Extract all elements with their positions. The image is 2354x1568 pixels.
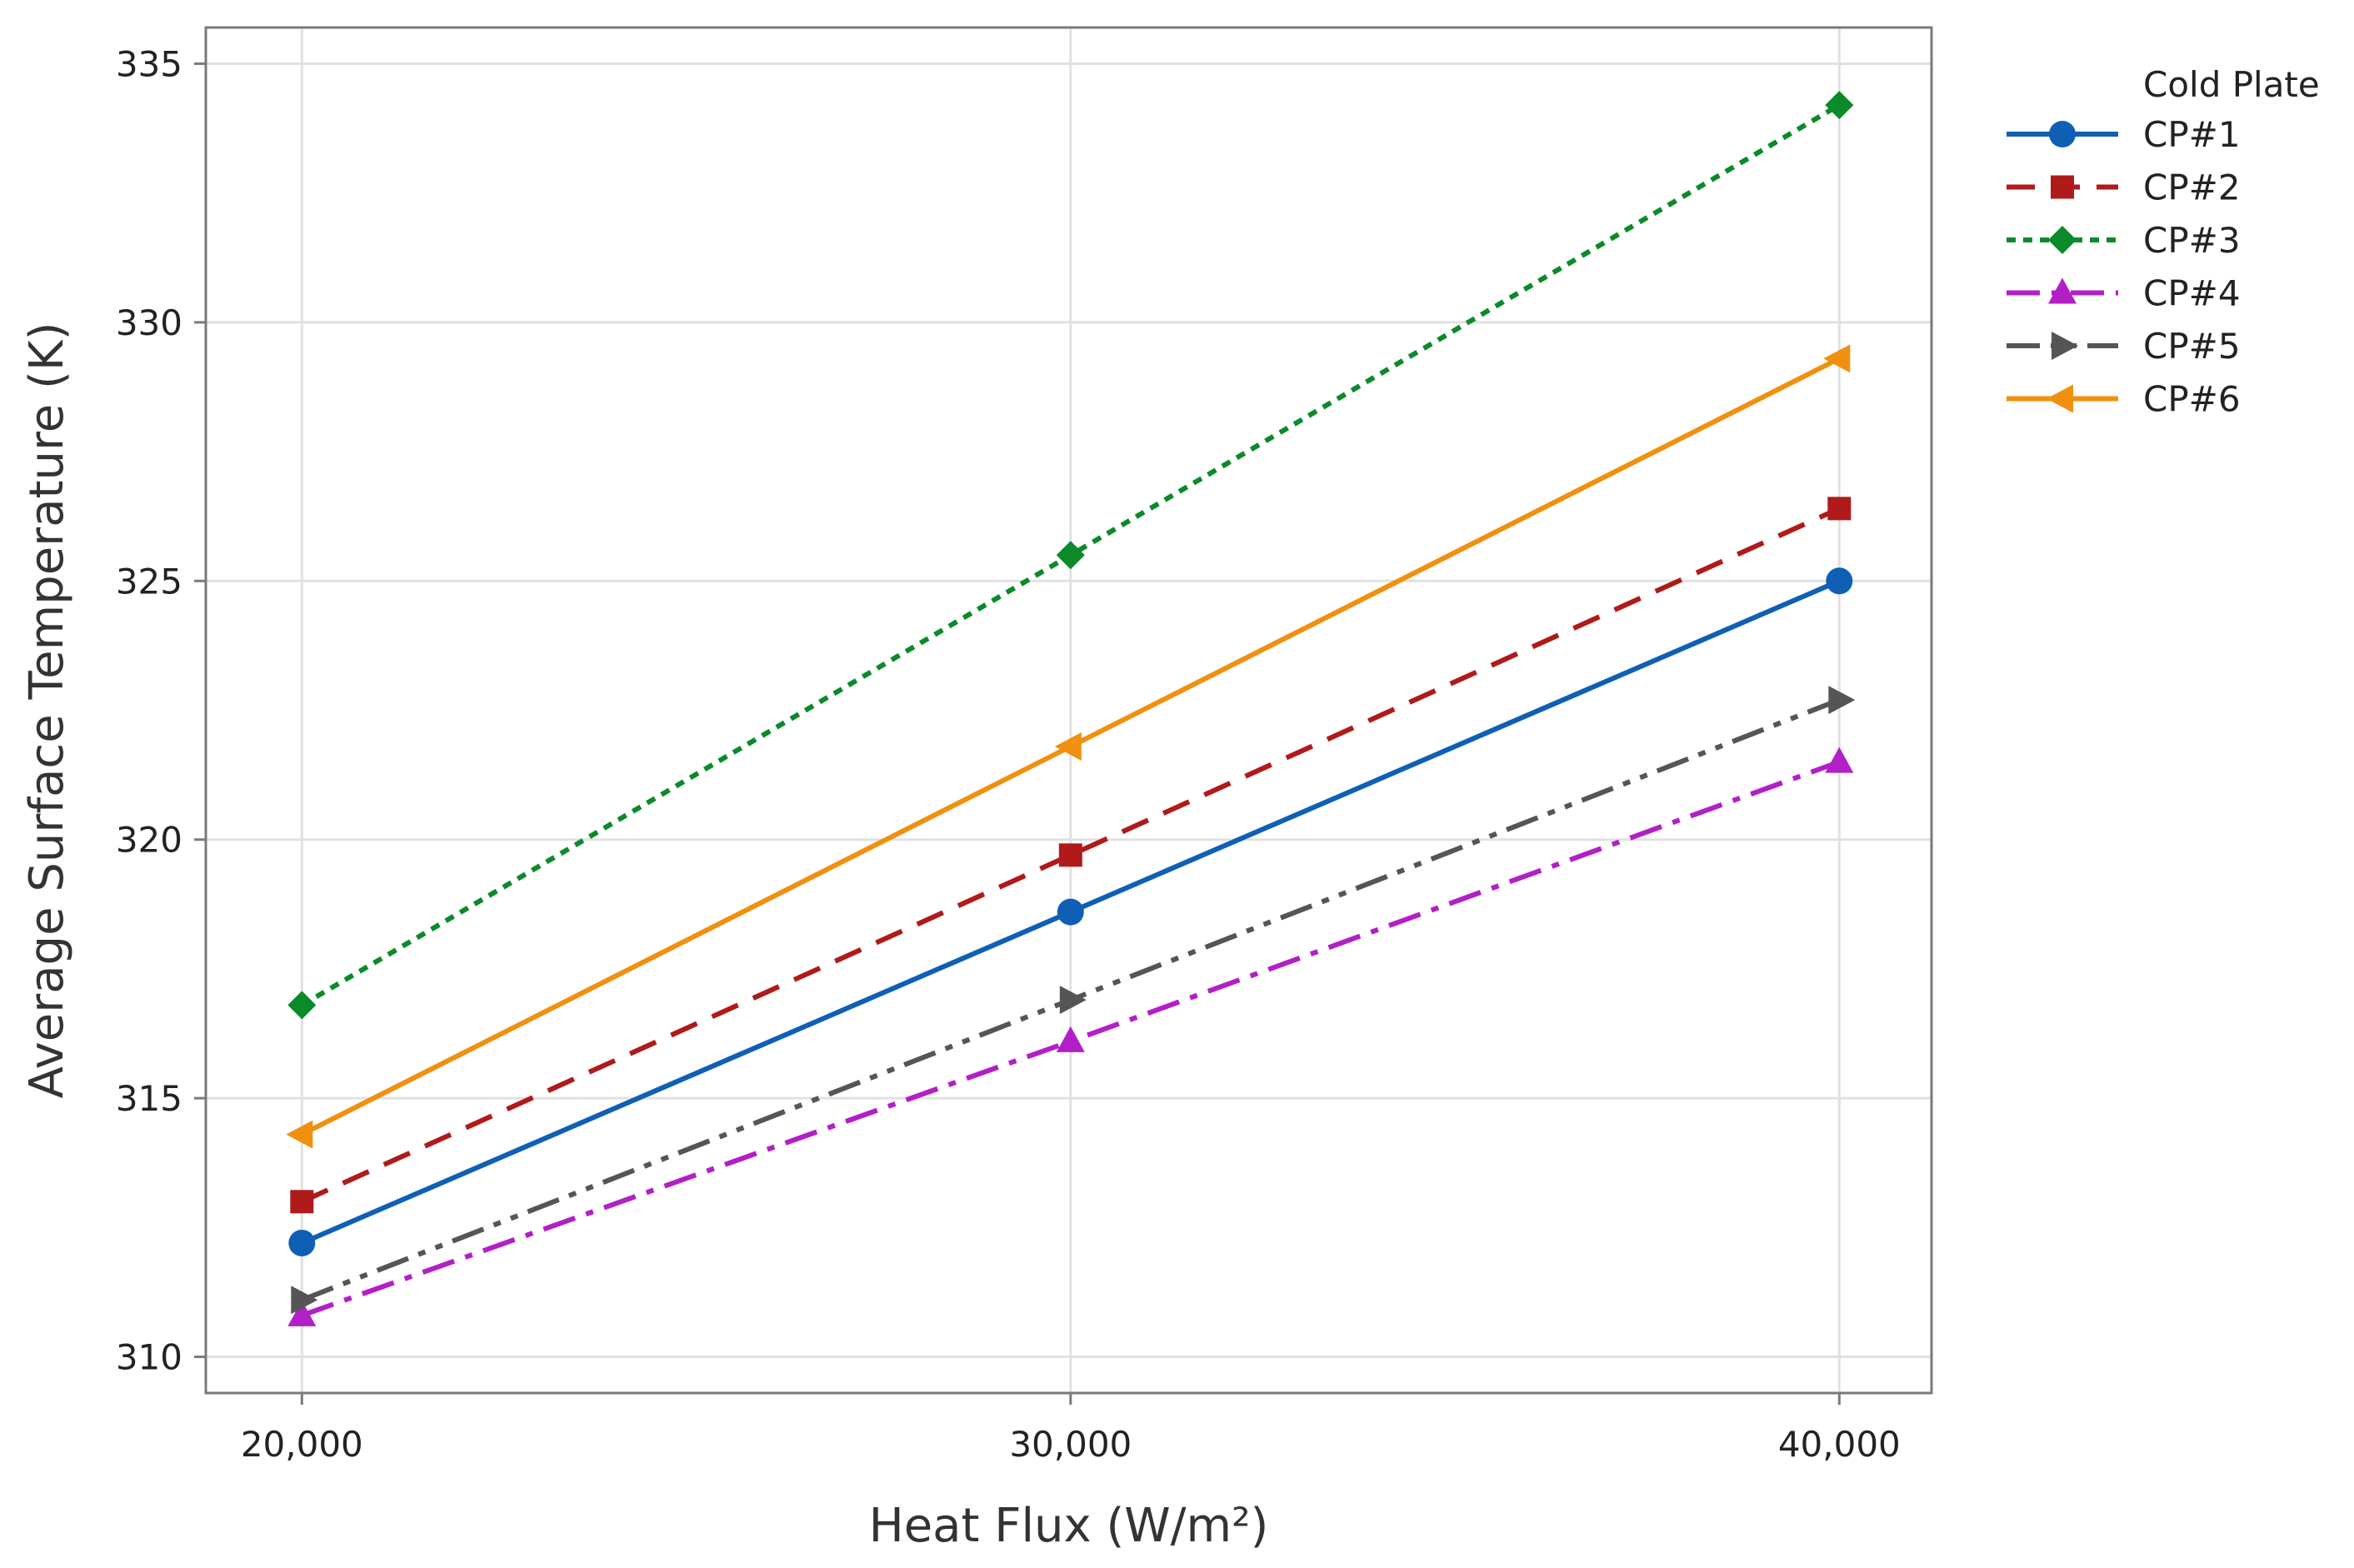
series-cp2	[290, 497, 1852, 1214]
x-tick-label: 30,000	[1009, 1424, 1132, 1465]
y-tick-label: 330	[116, 302, 182, 343]
legend-label: CP#5	[2143, 326, 2241, 367]
legend-item: CP#3	[2007, 220, 2241, 261]
data-point	[286, 1120, 313, 1149]
legend-label: CP#4	[2143, 273, 2241, 314]
legend-label: CP#6	[2143, 379, 2241, 420]
data-point	[1828, 686, 1856, 715]
legend-marker	[2049, 121, 2076, 147]
series-cp6	[286, 344, 1851, 1149]
legend-title: Cold Plate	[2143, 64, 2320, 105]
y-axis-title: Average Surface Temperature (K)	[20, 322, 74, 1099]
legend-item: CP#5	[2007, 326, 2241, 367]
legend-item: CP#6	[2007, 379, 2241, 420]
y-tick-label: 335	[116, 43, 182, 84]
data-point	[287, 991, 317, 1020]
data-point	[1826, 567, 1853, 595]
series-cp3	[287, 91, 1854, 1020]
legend-item: CP#2	[2007, 167, 2241, 208]
data-point	[288, 1229, 316, 1256]
legend-marker	[2051, 175, 2074, 199]
series-layer	[286, 91, 1856, 1326]
legend-label: CP#2	[2143, 167, 2241, 208]
data-point	[1054, 732, 1082, 761]
data-point	[1825, 747, 1854, 773]
legend-marker	[2052, 332, 2078, 360]
axis-ticks: 20,000 30,000 40,000 310 315 320 325 330 335	[116, 43, 1901, 1465]
y-tick-label: 320	[116, 820, 182, 861]
data-point	[291, 1286, 318, 1315]
series-line	[301, 506, 1841, 1205]
data-point	[1058, 843, 1082, 867]
data-point	[1056, 1026, 1085, 1052]
plot-area	[204, 26, 1933, 1395]
x-tick-label: 20,000	[241, 1424, 363, 1465]
data-point	[1823, 344, 1851, 373]
y-tick-label: 315	[116, 1078, 182, 1119]
data-point	[287, 1300, 317, 1326]
y-tick-label: 325	[116, 561, 182, 602]
series-cp5	[291, 686, 1856, 1315]
gridlines	[206, 27, 1932, 1393]
legend: Cold Plate CP#1 CP#2 CP#3 CP#4 CP#5 CP#6	[2007, 64, 2320, 420]
x-axis-title: Heat Flux (W/m²)	[869, 1499, 1269, 1553]
legend-label: CP#1	[2143, 114, 2241, 155]
data-point	[1057, 898, 1084, 926]
legend-label: CP#3	[2143, 220, 2241, 261]
legend-marker	[2047, 384, 2073, 413]
data-point	[1827, 497, 1852, 521]
data-point	[290, 1190, 314, 1214]
legend-marker	[2048, 277, 2077, 304]
legend-marker	[2048, 226, 2077, 254]
series-cp4	[287, 747, 1854, 1326]
legend-item: CP#1	[2007, 114, 2241, 155]
x-tick-label: 40,000	[1778, 1424, 1901, 1465]
series-cp1	[288, 567, 1853, 1256]
legend-item: CP#4	[2007, 273, 2241, 314]
data-point	[1825, 91, 1854, 120]
data-point	[1056, 541, 1085, 570]
data-point	[1059, 986, 1087, 1015]
y-tick-label: 310	[116, 1337, 182, 1378]
